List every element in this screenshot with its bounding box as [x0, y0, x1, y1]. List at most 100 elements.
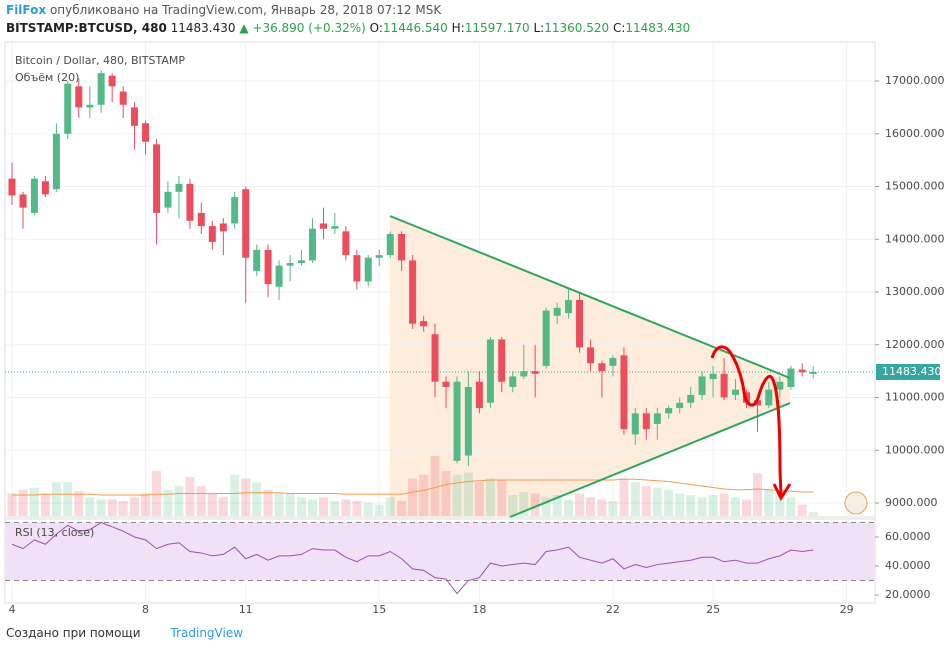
- candle-body: [787, 368, 795, 387]
- author[interactable]: FilFox: [6, 3, 47, 17]
- volume-bar: [519, 492, 529, 516]
- volume-bar: [764, 489, 774, 516]
- y-tick-label: 60.0000: [885, 530, 931, 543]
- volume-bar: [196, 486, 206, 516]
- volume-bar: [152, 471, 162, 516]
- candle-body: [520, 371, 528, 377]
- x-tick-label: 11: [239, 603, 253, 616]
- volume-bar: [385, 497, 395, 516]
- candle-body: [319, 223, 327, 229]
- open: 11446.540: [382, 21, 448, 35]
- volume-bar: [797, 504, 807, 516]
- volume-bar: [29, 487, 39, 516]
- volume-bar: [296, 497, 306, 516]
- last-price-tag: [876, 364, 940, 381]
- volume-bar: [719, 493, 729, 516]
- volume-bar: [85, 497, 95, 516]
- rsi-line: [11, 521, 814, 595]
- volume-bar: [107, 499, 117, 516]
- y-tick-label: 9000.000: [885, 496, 938, 509]
- candle-body: [331, 226, 339, 229]
- y-tick-label: 11000.000: [885, 391, 945, 404]
- candle-body: [576, 299, 584, 348]
- candle-body: [442, 381, 450, 387]
- volume-bar: [697, 497, 707, 516]
- volume-ma: [12, 478, 814, 496]
- candle-body: [809, 372, 817, 374]
- y-tick-label: 16000.000: [885, 127, 945, 140]
- candle-body: [119, 91, 127, 105]
- volume-bar: [397, 501, 407, 516]
- volume-bar: [307, 499, 317, 516]
- volume-title: Объём (20): [15, 71, 79, 84]
- volume-bar: [230, 474, 240, 516]
- candle-body: [553, 307, 561, 316]
- candle-body: [164, 191, 172, 208]
- candle-body: [131, 107, 139, 126]
- volume-bar: [786, 497, 796, 516]
- volume-bar: [341, 499, 351, 516]
- series-title: Bitcoin / Dollar, 480, BITSTAMP: [15, 54, 185, 67]
- x-tick-label: 22: [606, 603, 620, 616]
- candle-body: [453, 381, 461, 461]
- volume-bar: [619, 478, 629, 516]
- volume-bar: [564, 499, 574, 516]
- volume-bar: [630, 482, 640, 516]
- symbol: BITSTAMP:BTCUSD, 480: [6, 21, 167, 35]
- candle-body: [86, 104, 94, 108]
- candle-body: [253, 249, 261, 271]
- candle-body: [720, 373, 728, 398]
- l-label: L:: [533, 21, 545, 35]
- header-quote: BITSTAMP:BTCUSD, 480 11483.430 ▲ +36.890…: [6, 21, 690, 35]
- candle-body: [498, 339, 506, 382]
- candle-body: [698, 376, 706, 395]
- volume-bar: [586, 497, 596, 516]
- rsi-title: RSI (13, close): [15, 526, 94, 539]
- volume-bar: [708, 495, 718, 516]
- volume-bar: [163, 489, 173, 516]
- volume-bar: [608, 501, 618, 516]
- close: 11483.430: [625, 21, 691, 35]
- volume-bar: [441, 471, 451, 516]
- candle-body: [398, 234, 406, 261]
- candle-body: [486, 339, 494, 403]
- pattern-fill: [390, 216, 790, 517]
- candle-body: [97, 73, 105, 105]
- volume-bar: [430, 456, 440, 516]
- candle-body: [219, 223, 227, 232]
- candle-body: [8, 178, 16, 196]
- volume-bar: [218, 497, 228, 516]
- candle-body: [208, 226, 216, 242]
- arrow-head: [772, 483, 792, 502]
- drawings: [389, 215, 868, 518]
- volume-bar: [419, 474, 429, 516]
- volume-bar: [285, 493, 295, 516]
- candle-body: [186, 183, 194, 221]
- volume-bar: [730, 497, 740, 516]
- x-tick-label: 15: [372, 603, 386, 616]
- trend-line: [389, 215, 791, 379]
- candle-body: [409, 260, 417, 324]
- candle-body: [765, 389, 773, 406]
- candle-body: [609, 357, 617, 366]
- y-tick-label: 12000.000: [885, 338, 945, 351]
- brand[interactable]: TradingView: [170, 626, 244, 640]
- o-label: O:: [369, 21, 383, 35]
- volume-bar: [575, 493, 585, 516]
- volume-bar: [485, 478, 495, 516]
- volume-bar: [263, 489, 273, 516]
- y-tick-label: 15000.000: [885, 180, 945, 193]
- volume-bar: [63, 482, 73, 516]
- event-icon[interactable]: [844, 491, 868, 515]
- y-tick-label: 40.0000: [885, 559, 931, 572]
- low: 11360.520: [544, 21, 610, 35]
- candle-body: [620, 355, 628, 430]
- candle-body: [231, 197, 239, 224]
- volume-bar: [741, 499, 751, 516]
- candle-body: [153, 144, 161, 213]
- volume-bar: [597, 499, 607, 516]
- high: 11597.170: [464, 21, 530, 35]
- candle-body: [531, 371, 539, 374]
- rsi-band: [5, 522, 875, 581]
